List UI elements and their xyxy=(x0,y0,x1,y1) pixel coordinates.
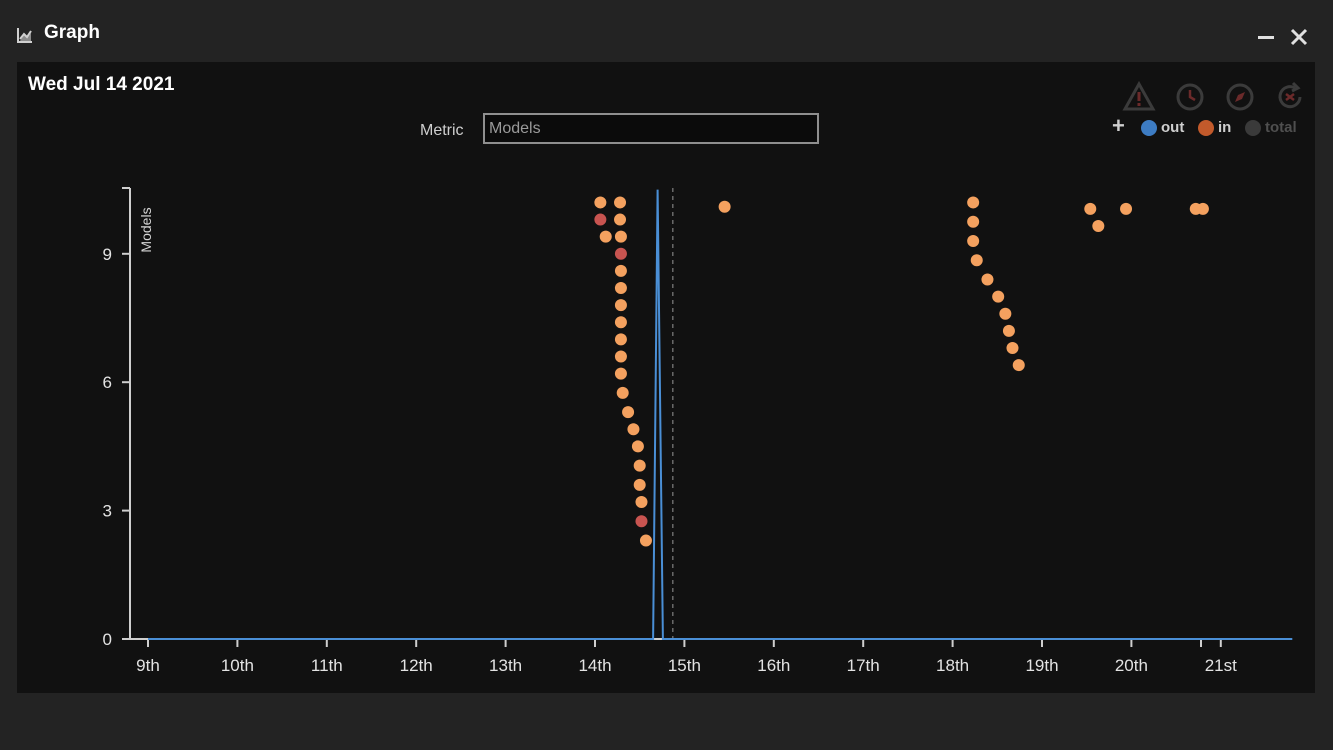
x-tick-label: 11th xyxy=(311,656,343,675)
x-tick-label: 17th xyxy=(847,656,880,675)
data-point xyxy=(970,254,983,267)
x-tick-label: 12th xyxy=(400,656,433,675)
clock-refresh-icon[interactable] xyxy=(1173,80,1207,114)
y-tick-label: 0 xyxy=(103,630,112,649)
data-point xyxy=(614,213,627,226)
x-tick-label: 15th xyxy=(668,656,701,675)
data-point xyxy=(594,213,607,226)
date-label: Wed Jul 14 2021 xyxy=(28,74,175,95)
window-title: Graph xyxy=(44,22,100,43)
x-tick-label: 9th xyxy=(136,656,160,675)
reload-icon[interactable] xyxy=(1273,80,1307,114)
data-point xyxy=(967,234,980,247)
data-point xyxy=(627,423,640,436)
legend-item-in[interactable]: in xyxy=(1198,119,1231,136)
data-point xyxy=(1006,341,1019,354)
add-series-button[interactable]: + xyxy=(1112,113,1125,138)
legend-item-total[interactable]: total xyxy=(1245,119,1297,136)
axes: 0 3 6 9 9th 10th 11th 12th 13th 14th 15th 16th 17th 1… xyxy=(103,187,1237,675)
data-point xyxy=(633,478,646,491)
window-titlebar: Graph xyxy=(0,0,1333,62)
x-tick-label: 20th xyxy=(1115,656,1148,675)
data-point xyxy=(614,264,627,277)
graph-panel xyxy=(17,62,1315,693)
data-point xyxy=(1084,202,1097,215)
close-icon[interactable] xyxy=(1288,26,1310,48)
data-point xyxy=(614,230,627,243)
minimize-icon[interactable] xyxy=(1255,26,1277,48)
data-point xyxy=(999,307,1012,320)
compass-icon[interactable] xyxy=(1223,80,1257,114)
data-point xyxy=(614,367,627,380)
data-point xyxy=(622,406,635,419)
y-axis-label: Models xyxy=(138,207,154,252)
data-point xyxy=(1012,359,1025,372)
series-line-out xyxy=(148,189,1293,640)
legend-label-out: out xyxy=(1161,119,1185,136)
data-point xyxy=(718,200,731,213)
legend-dot-in xyxy=(1198,119,1214,136)
warning-icon[interactable] xyxy=(1122,80,1156,114)
data-point xyxy=(614,333,627,346)
data-point xyxy=(614,282,627,295)
data-point xyxy=(635,515,648,528)
data-point xyxy=(633,459,646,472)
legend-label-total: total xyxy=(1265,119,1297,136)
y-tick-label: 9 xyxy=(103,245,112,264)
data-point xyxy=(639,534,652,547)
data-point xyxy=(614,196,627,209)
y-tick-label: 3 xyxy=(103,502,112,521)
data-point xyxy=(594,196,607,209)
data-point xyxy=(635,496,648,509)
data-point xyxy=(631,440,644,453)
data-point xyxy=(616,386,629,399)
legend-item-out[interactable]: out xyxy=(1141,119,1184,136)
x-tick-label: 21st xyxy=(1205,656,1237,675)
data-point xyxy=(614,316,627,329)
metric-label: Metric xyxy=(420,122,464,139)
data-point xyxy=(1196,202,1209,215)
data-point xyxy=(967,215,980,228)
x-tick-label: 18th xyxy=(936,656,969,675)
x-tick-label: 10th xyxy=(221,656,254,675)
x-tick-label: 13th xyxy=(489,656,522,675)
x-tick-label: 16th xyxy=(757,656,790,675)
legend-label-in: in xyxy=(1218,119,1232,136)
chart-icon xyxy=(17,28,32,43)
data-point xyxy=(967,196,980,209)
x-tick-label: 14th xyxy=(578,656,611,675)
legend-dot-total xyxy=(1245,119,1261,136)
data-point xyxy=(614,350,627,363)
data-point xyxy=(981,273,994,286)
data-points xyxy=(594,196,1209,547)
data-point xyxy=(599,230,612,243)
metric-input[interactable] xyxy=(483,113,819,144)
data-point xyxy=(992,290,1005,303)
x-tick-label: 19th xyxy=(1025,656,1058,675)
data-point xyxy=(614,247,627,260)
data-point xyxy=(1092,219,1105,232)
data-point xyxy=(1120,202,1133,215)
data-point xyxy=(1002,324,1015,337)
data-point xyxy=(614,299,627,312)
legend-dot-out xyxy=(1141,119,1157,136)
series-lines xyxy=(148,189,1293,640)
y-tick-label: 6 xyxy=(103,373,112,392)
